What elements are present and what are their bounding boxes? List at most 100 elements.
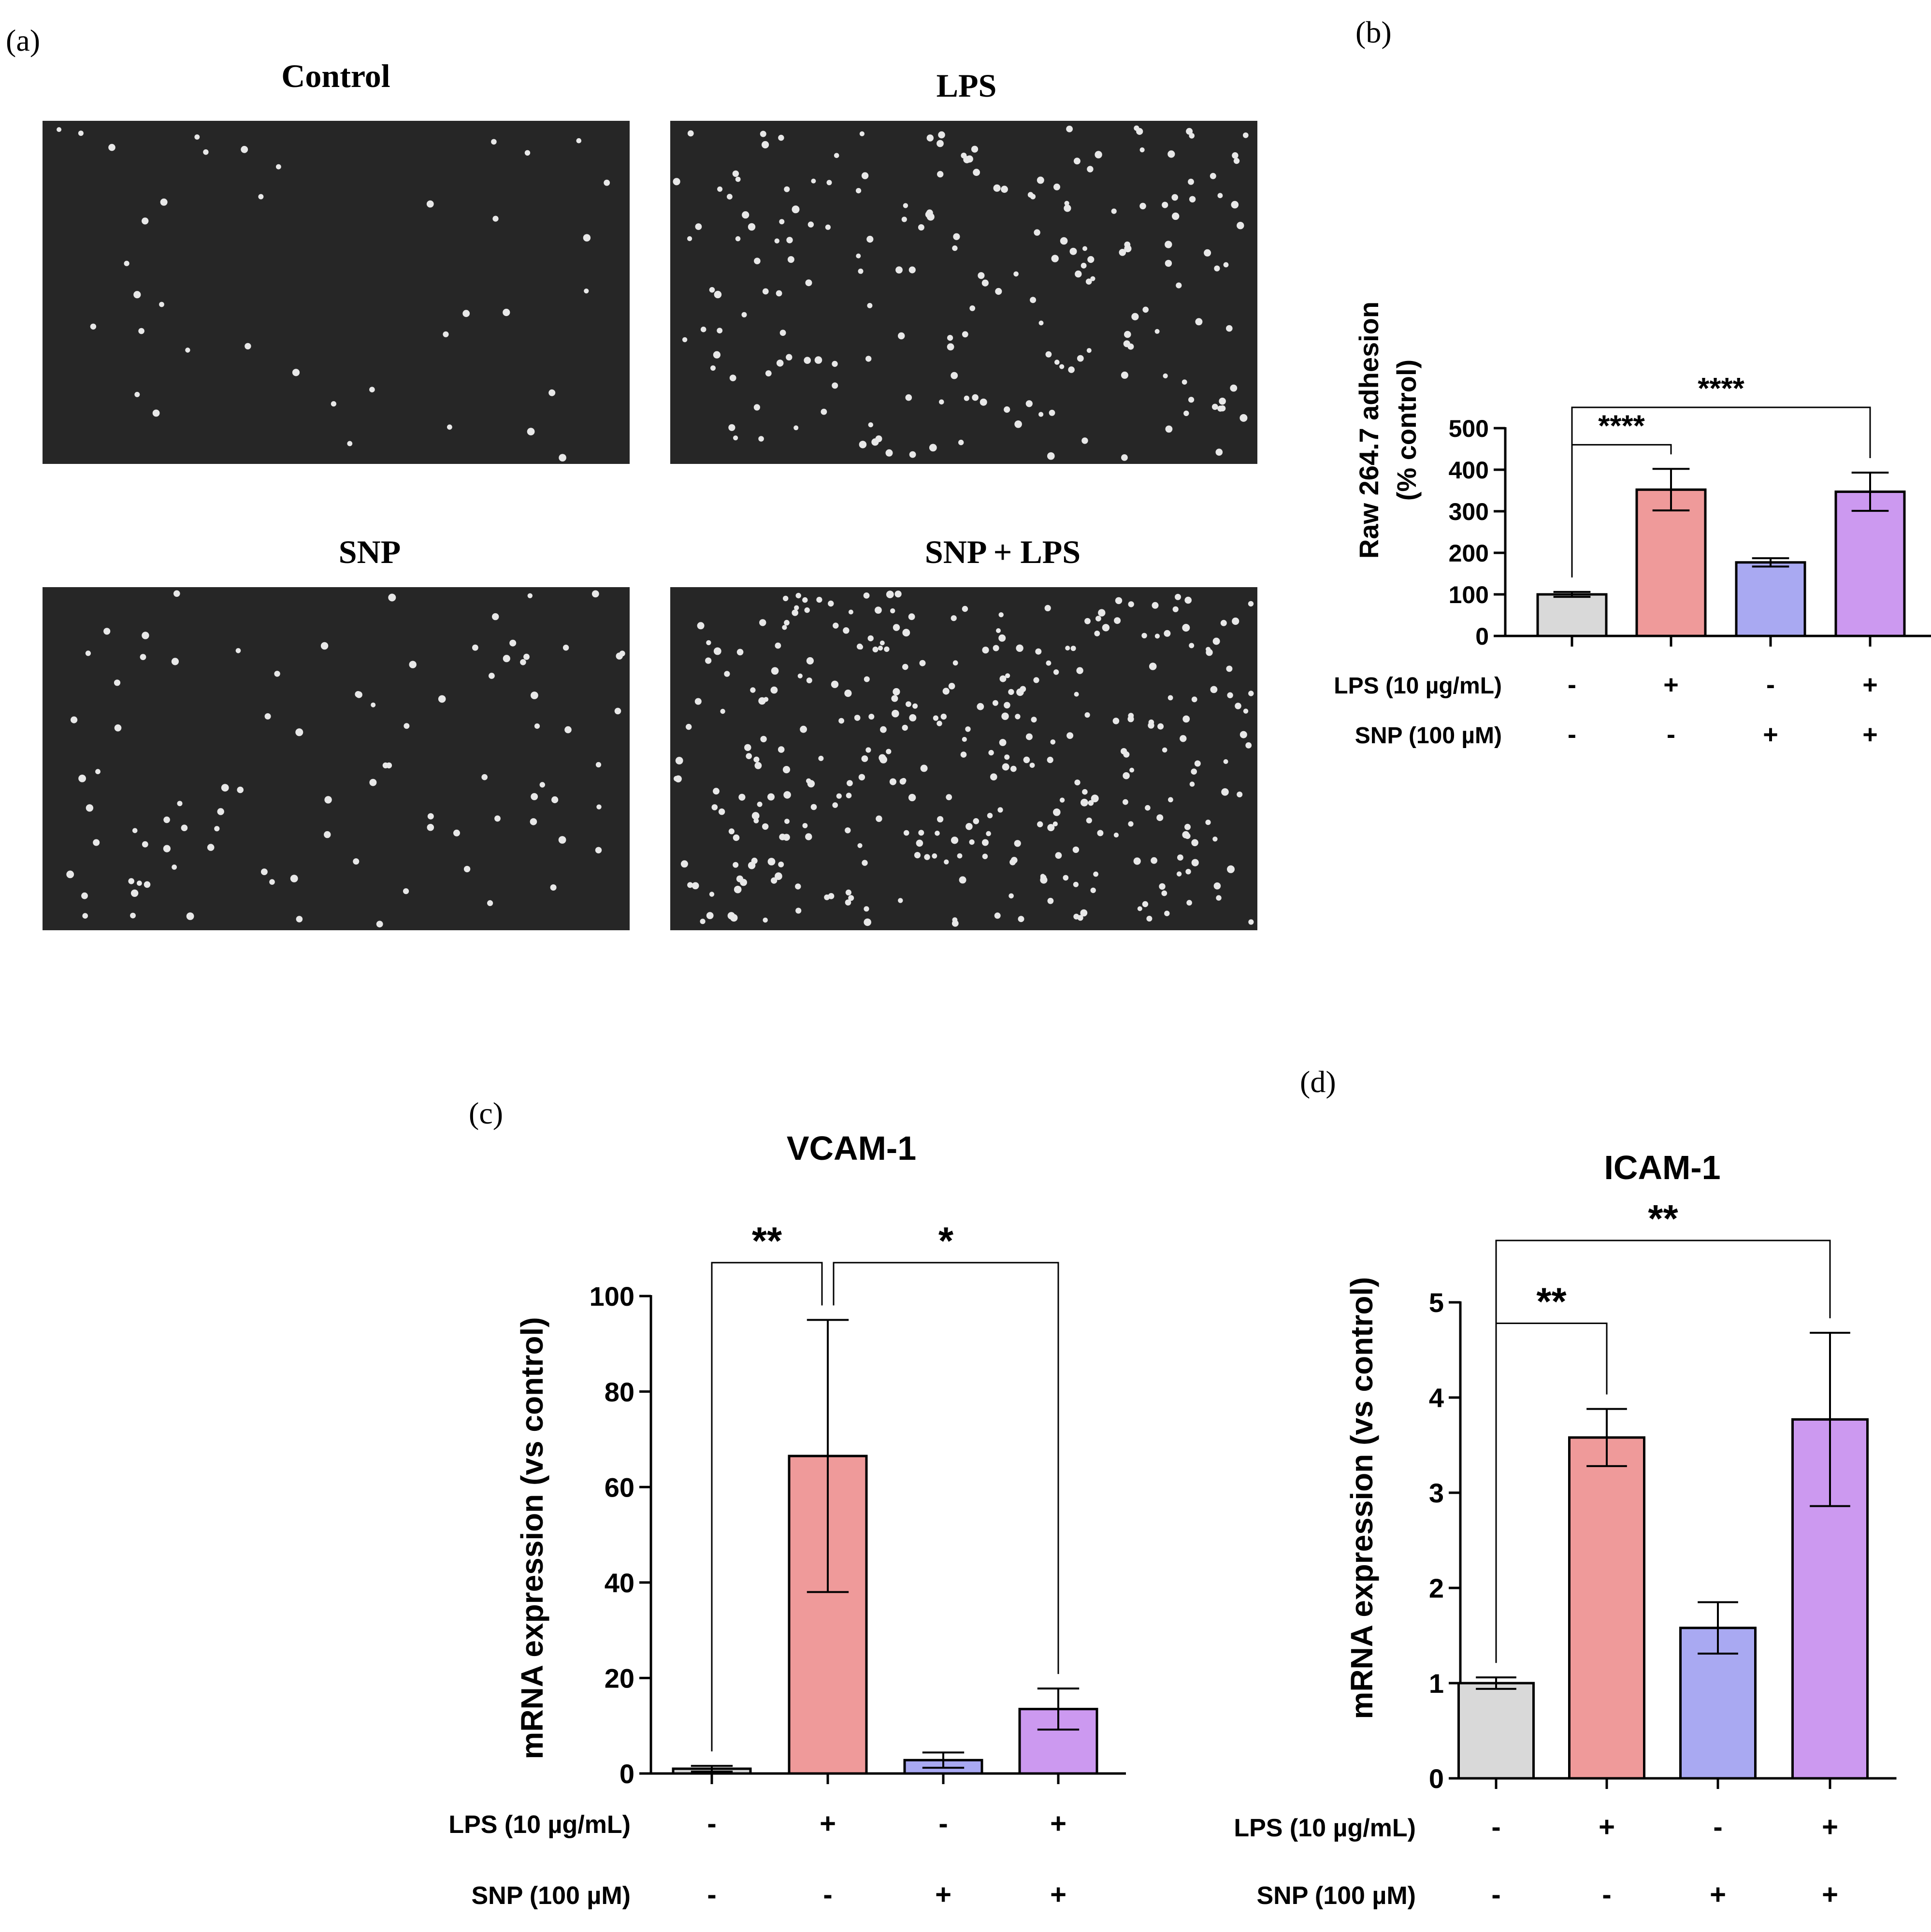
cell-dot [952, 917, 958, 923]
cell-dot [194, 134, 200, 140]
cell-dot [453, 829, 460, 836]
cell-dot [177, 801, 183, 807]
cell-dot [757, 801, 763, 807]
cell-dot [1195, 318, 1203, 326]
cell-dot [1184, 823, 1191, 830]
treatment-sign-snp: + [1050, 1879, 1066, 1910]
cell-dot [1094, 631, 1100, 636]
cell-dot [848, 609, 853, 615]
cell-dot [1186, 128, 1193, 135]
cell-dot [137, 880, 142, 886]
cell-dot [481, 774, 488, 780]
cell-dot [735, 236, 741, 242]
y-tick-label: 0 [1475, 623, 1489, 650]
cell-dot [1226, 325, 1233, 332]
cell-dot [765, 370, 772, 376]
cell-dot [1025, 400, 1033, 407]
cell-dot [1038, 320, 1044, 326]
cell-dot [787, 256, 794, 263]
cell-dot [960, 751, 967, 758]
cell-dot [795, 883, 801, 890]
cell-dot [753, 756, 760, 763]
cell-dot [919, 660, 926, 666]
cell-dot [1082, 789, 1088, 795]
cell-dot [733, 862, 739, 868]
treatment-sign-lps: - [1713, 1811, 1722, 1843]
cell-dot [1124, 331, 1131, 338]
cell-dot [760, 735, 767, 743]
y-tick-label: 200 [1449, 540, 1489, 567]
cell-dot [736, 875, 743, 882]
cell-dot [1233, 158, 1240, 164]
cell-dot [1180, 735, 1187, 742]
cell-dot [1248, 601, 1254, 607]
bar [1568, 1436, 1645, 1780]
cell-dot [1227, 692, 1233, 698]
cell-dot [786, 237, 793, 244]
cell-dot [713, 351, 721, 359]
significance-bracket [833, 1262, 1059, 1674]
cell-dot [754, 258, 761, 264]
cell-dot [872, 647, 879, 652]
cell-dot [728, 424, 735, 431]
cell-dot [503, 308, 510, 317]
cell-dot [695, 223, 702, 230]
cell-dot [1044, 605, 1051, 611]
treatment-sign-lps: + [820, 1808, 836, 1839]
cell-dot [998, 634, 1006, 642]
y-tick-label: 100 [590, 1281, 634, 1312]
cell-dot [884, 646, 890, 652]
cell-dot [902, 629, 910, 637]
treatment-sign-snp: - [1667, 720, 1675, 749]
y-axis-label: mRNA expression (vs control) [515, 1317, 549, 1759]
cell-dot [832, 360, 838, 367]
cell-dot [1086, 348, 1092, 353]
cell-dot [71, 716, 78, 723]
cell-dot [1004, 754, 1010, 760]
cell-dot [1049, 409, 1055, 416]
cell-dot [604, 179, 610, 186]
cell-dot [66, 870, 74, 879]
cell-dot [1154, 329, 1160, 334]
cell-dot [718, 808, 725, 815]
cell-dot [1059, 364, 1065, 369]
micrograph-title-snp-lps: SNP + LPS [925, 533, 1081, 570]
cell-dot [1009, 893, 1014, 899]
y-tick-label: 40 [605, 1568, 634, 1598]
cell-dot [296, 916, 303, 923]
cell-dot [1189, 133, 1195, 139]
treatment-sign-lps: - [1491, 1811, 1500, 1843]
cell-dot [918, 224, 924, 231]
cell-dot [697, 622, 705, 630]
cell-dot [890, 608, 895, 614]
cell-dot [903, 830, 909, 836]
cell-dot [1215, 448, 1223, 456]
cell-dot [409, 661, 417, 668]
cell-dot [1082, 246, 1087, 251]
cell-dot [802, 597, 808, 603]
treatment-sign-snp: - [1568, 720, 1576, 749]
cell-dot [1025, 733, 1033, 740]
cell-dot [779, 219, 785, 225]
cell-dot [783, 595, 789, 602]
cell-dot [937, 171, 944, 178]
cell-dot [879, 640, 885, 646]
cell-dot [463, 865, 471, 873]
cell-dot [867, 635, 874, 642]
cell-dot [952, 660, 958, 666]
cell-dot [492, 216, 499, 222]
cell-dot [128, 878, 135, 884]
cell-dot [694, 698, 702, 705]
treatment-label-lps: LPS (10 µg/mL) [1334, 673, 1502, 699]
cell-dot [734, 885, 742, 894]
cell-dot [124, 260, 130, 266]
cell-dot [675, 757, 683, 764]
cell-dot [965, 726, 971, 732]
cell-dot [1162, 747, 1167, 753]
treatment-sign-snp: + [1763, 720, 1778, 749]
cell-dot [371, 702, 376, 707]
cell-dot [1013, 271, 1019, 277]
cell-dot [1040, 874, 1045, 879]
cell-dot [905, 394, 912, 401]
cell-dot [1123, 799, 1128, 805]
